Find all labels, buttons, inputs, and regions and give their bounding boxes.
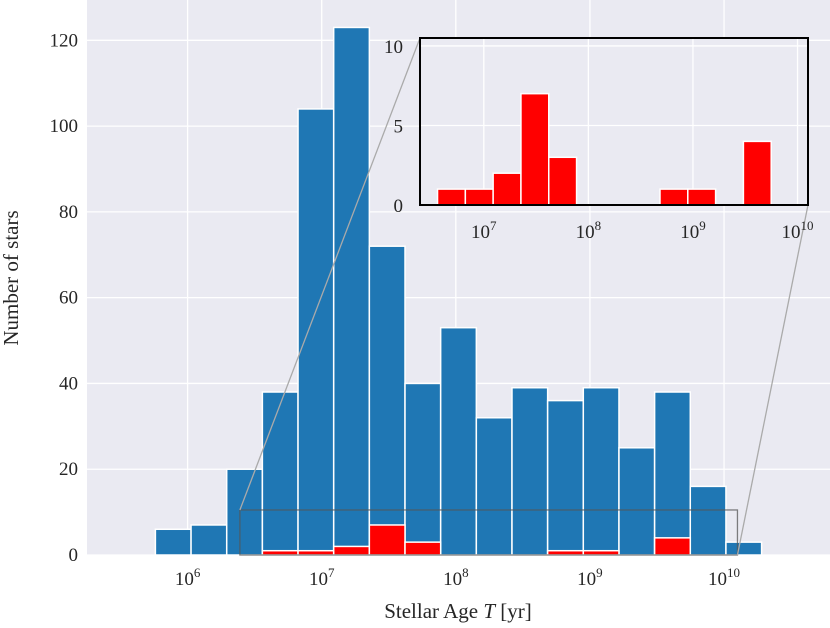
inset-x-tick-label: 108 — [576, 218, 602, 243]
y-tick-label: 0 — [69, 545, 79, 566]
all-bar — [725, 541, 763, 556]
y-tick-label: 60 — [59, 288, 78, 309]
inset-x-tick-label: 109 — [680, 218, 706, 243]
subset-bar — [404, 541, 442, 556]
all-bar — [190, 524, 228, 556]
x-tick-label: 1010 — [708, 565, 740, 590]
x-tick-label: 108 — [443, 565, 469, 590]
all-bar — [225, 468, 264, 556]
all-bar — [404, 382, 442, 556]
subset-bar — [332, 545, 371, 556]
all-bar — [154, 528, 192, 556]
inset-subset-bar — [492, 172, 522, 206]
all-bar — [297, 108, 335, 556]
inset-subset-bar — [659, 188, 689, 206]
inset-subset-bar — [687, 188, 717, 206]
all-bar — [475, 417, 513, 556]
inset-subset-bar — [436, 188, 467, 206]
x-tick-label: 107 — [309, 565, 335, 590]
all-bar — [439, 326, 478, 556]
x-tick-label: 106 — [175, 565, 201, 590]
y-tick-labels: 0 20 40 60 80 100 120 — [50, 30, 79, 566]
inset-y-tick-label: 0 — [394, 196, 404, 217]
subset-bar — [653, 537, 692, 556]
all-bar — [618, 447, 656, 556]
subset-bar — [368, 524, 406, 556]
y-tick-label: 20 — [59, 459, 78, 480]
inset-connector-lines — [239, 37, 809, 556]
all-bar — [546, 399, 585, 556]
inset-subset-bar — [548, 156, 578, 206]
y-tick-label: 120 — [50, 30, 79, 51]
inset-y-tick-label: 5 — [394, 116, 404, 137]
x-axis-label: Stellar Age T [yr] — [384, 599, 532, 623]
main-bars — [154, 26, 763, 556]
y-tick-label: 80 — [59, 202, 78, 223]
inset-axes: 107 108 109 1010 0 5 10 — [384, 37, 814, 243]
all-bar — [582, 386, 620, 556]
inset-y-tick-label: 10 — [384, 37, 403, 58]
inset-frame — [419, 37, 809, 206]
all-bar — [332, 26, 371, 556]
all-bar — [261, 391, 299, 556]
inset-subset-bar — [464, 188, 494, 206]
y-axis-label: Number of stars — [0, 210, 23, 345]
all-bar — [511, 386, 549, 556]
all-bar — [689, 485, 727, 556]
all-bar — [653, 391, 692, 556]
inset-subset-bar — [520, 92, 550, 206]
all-bar — [368, 245, 406, 556]
x-tick-label: 109 — [577, 565, 603, 590]
x-tick-labels: 106 107 108 109 1010 — [175, 565, 740, 590]
inset-x-tick-label: 107 — [471, 218, 497, 243]
inset-x-tick-label: 1010 — [782, 218, 814, 243]
zoom-region-box — [239, 509, 739, 556]
connector-line — [736, 204, 809, 556]
connector-line — [239, 37, 421, 511]
y-tick-label: 40 — [59, 373, 78, 394]
inset-subset-bar — [742, 140, 772, 206]
y-tick-label: 100 — [50, 116, 79, 137]
